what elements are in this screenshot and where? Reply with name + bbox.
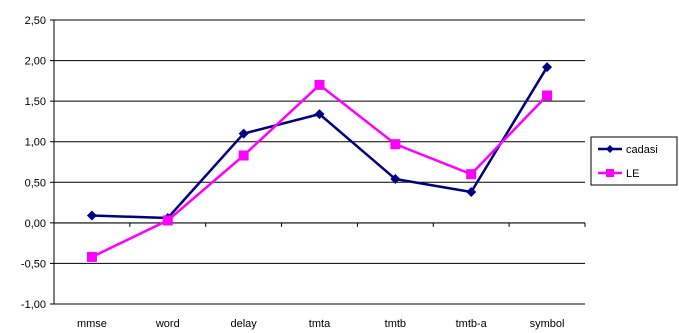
data-point-cadasi — [466, 187, 477, 198]
x-tick-label: tmtb-a — [456, 318, 488, 330]
data-point-cadasi — [542, 62, 553, 73]
data-point-cadasi — [238, 128, 249, 139]
data-point-le — [162, 215, 173, 226]
data-point-le — [314, 79, 325, 90]
x-tick-label: tmta — [309, 318, 331, 330]
x-tick-label: symbol — [530, 318, 565, 330]
data-point-cadasi — [314, 109, 325, 120]
data-point-le — [86, 251, 97, 262]
legend-box — [590, 136, 678, 186]
x-tick-label: tmtb — [385, 318, 406, 330]
y-tick-label: 1,00 — [25, 137, 46, 149]
y-tick-label: 2,50 — [25, 15, 46, 27]
y-tick-labels: -1,00 -0,50 0,00 0,50 1,00 1,50 2,00 2,50 — [21, 15, 54, 311]
data-point-le — [238, 150, 249, 161]
y-tick-label: -0,50 — [21, 258, 46, 270]
data-point-cadasi — [390, 174, 401, 185]
series — [86, 62, 553, 262]
y-tick-label: 0,50 — [25, 177, 46, 189]
legend-label-cadasi: cadasi — [626, 144, 658, 156]
data-point-le — [542, 90, 553, 101]
y-tick-label: 2,00 — [25, 56, 46, 68]
y-tick-label: 1,50 — [25, 96, 46, 108]
x-tick-labels: mmse word delay tmta tmtb tmtb-a symbol — [53, 222, 586, 330]
plot-area — [54, 20, 585, 304]
y-tick-label: -1,00 — [21, 299, 46, 311]
x-tick-label: delay — [230, 318, 257, 330]
legend-marker-le — [606, 169, 614, 177]
data-point-le — [390, 139, 401, 150]
axes — [53, 20, 585, 304]
x-tick-label: mmse — [77, 318, 107, 330]
legend-marker-cadasi — [606, 145, 614, 153]
x-tick-label: word — [155, 318, 180, 330]
legend-label-le: LE — [626, 168, 639, 180]
data-point-cadasi — [86, 210, 97, 221]
data-point-le — [466, 169, 477, 180]
y-tick-label: 0,00 — [25, 218, 46, 230]
legend: cadasi LE — [590, 136, 678, 186]
